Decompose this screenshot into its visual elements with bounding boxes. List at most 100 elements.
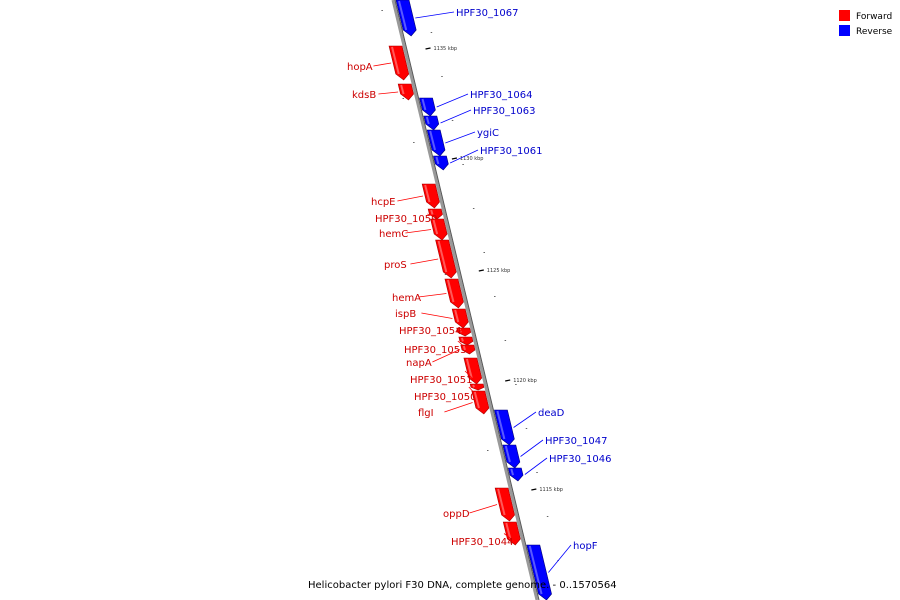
gene-hpf30-1047[interactable]: HPF30_1047 bbox=[502, 436, 608, 469]
gene-label: kdsB bbox=[352, 90, 376, 101]
gene-ispb[interactable]: ispB bbox=[395, 308, 469, 329]
gene-label: HPF30_1063 bbox=[473, 106, 535, 117]
gene-hpf30-1051[interactable]: HPF30_1051 bbox=[410, 357, 483, 386]
gene-hcpe[interactable]: hcpE bbox=[371, 183, 440, 209]
gene-dead[interactable]: deaD bbox=[494, 408, 565, 446]
gene-arrow[interactable] bbox=[494, 487, 515, 522]
genome-backbone bbox=[391, 0, 539, 600]
gene-arrow[interactable] bbox=[469, 383, 485, 391]
minor-tick bbox=[413, 142, 415, 143]
gene-label: ispB bbox=[395, 309, 416, 320]
gene-highlight bbox=[437, 240, 448, 273]
gene-arrow[interactable] bbox=[427, 208, 443, 220]
gene-flgi[interactable]: flgI bbox=[418, 390, 490, 419]
gene-arrow[interactable] bbox=[460, 344, 476, 355]
gene-hpf30-1063[interactable]: HPF30_1063 bbox=[423, 106, 536, 131]
gene-highlight bbox=[435, 156, 440, 165]
tick-label: 1120 kbp bbox=[513, 378, 537, 384]
gene-highlight bbox=[454, 309, 460, 323]
minor-tick bbox=[546, 516, 549, 517]
gene-label: flgI bbox=[418, 408, 434, 419]
gene-arrow[interactable] bbox=[397, 83, 414, 101]
gene-hpf30-1067[interactable]: HPF30_1067 bbox=[395, 0, 518, 37]
gene-leader-line bbox=[469, 504, 498, 514]
gene-label: oppD bbox=[443, 509, 470, 520]
legend-reverse-label: Reverse bbox=[856, 27, 893, 37]
tick-mark bbox=[451, 157, 458, 160]
gene-leader-line bbox=[418, 293, 447, 298]
minor-tick bbox=[483, 252, 485, 253]
genome-backbone-shadow bbox=[394, 0, 540, 600]
gene-highlight bbox=[424, 184, 431, 203]
gene-hpf30-1046[interactable]: HPF30_1046 bbox=[507, 454, 611, 482]
tick-mark bbox=[425, 47, 431, 50]
gene-highlight bbox=[460, 337, 464, 342]
gene-highlight bbox=[398, 0, 408, 31]
gene-hpf30-1044[interactable]: HPF30_1044 bbox=[451, 521, 521, 548]
gene-kdsb[interactable]: kdsB bbox=[352, 83, 414, 101]
gene-arrow[interactable] bbox=[494, 409, 515, 446]
minor-tick bbox=[402, 98, 405, 99]
minor-tick bbox=[451, 120, 454, 121]
gene-arrow[interactable] bbox=[419, 97, 436, 117]
gene-pros[interactable]: proS bbox=[384, 239, 457, 279]
gene-arrow[interactable] bbox=[388, 45, 410, 81]
gene-highlight bbox=[497, 488, 506, 516]
gene-arrow[interactable] bbox=[526, 544, 552, 600]
gene-label: deaD bbox=[538, 408, 565, 419]
gene-hpf30-1054[interactable]: HPF30_1054 bbox=[399, 326, 472, 337]
minor-tick bbox=[441, 76, 443, 77]
gene-highlight bbox=[421, 98, 427, 111]
minor-tick bbox=[381, 10, 383, 11]
gene-leader-line bbox=[432, 349, 461, 363]
gene-highlight bbox=[429, 130, 436, 151]
minor-tick bbox=[515, 384, 517, 385]
tick-label: 1125 kbp bbox=[487, 268, 511, 274]
gene-label: HPF30_1047 bbox=[545, 436, 607, 447]
gene-label: hopF bbox=[573, 541, 598, 552]
gene-ygic[interactable]: ygiC bbox=[426, 128, 499, 157]
gene-highlight bbox=[425, 116, 430, 125]
gene-hpf30-1061[interactable]: HPF30_1061 bbox=[433, 146, 542, 171]
gene-hpf30-1059[interactable]: HPF30_1059 bbox=[375, 208, 443, 225]
minor-tick bbox=[444, 274, 447, 275]
gene-arrow[interactable] bbox=[423, 115, 440, 131]
gene-arrow[interactable] bbox=[430, 218, 448, 241]
gene-leader-line bbox=[405, 229, 432, 234]
gene-arrow[interactable] bbox=[451, 308, 469, 329]
minor-tick bbox=[536, 472, 538, 473]
gene-leader-line bbox=[513, 411, 537, 428]
gene-hpf30-1053[interactable]: HPF30_1053 bbox=[404, 336, 474, 356]
gene-arrow[interactable] bbox=[395, 0, 417, 37]
gene-leader-line bbox=[415, 11, 455, 19]
gene-highlight bbox=[473, 391, 480, 409]
gene-arrow[interactable] bbox=[421, 183, 440, 209]
minor-tick bbox=[462, 164, 464, 165]
gene-hopa[interactable]: hopA bbox=[347, 45, 410, 81]
gene-leader-line bbox=[440, 109, 472, 124]
gene-arrow[interactable] bbox=[463, 357, 483, 385]
gene-leader-line bbox=[436, 93, 469, 108]
gene-arrow[interactable] bbox=[458, 336, 474, 346]
gene-napa[interactable]: napA bbox=[406, 344, 476, 369]
gene-arrow[interactable] bbox=[507, 467, 524, 482]
gene-arrow[interactable] bbox=[435, 239, 457, 279]
gene-arrow[interactable] bbox=[426, 129, 446, 157]
gene-highlight bbox=[432, 219, 439, 235]
gene-hemc[interactable]: hemC bbox=[379, 218, 448, 241]
gene-leader-line bbox=[449, 149, 479, 164]
gene-leader-line bbox=[427, 213, 439, 219]
gene-hpf30-1064[interactable]: HPF30_1064 bbox=[419, 90, 533, 117]
gene-arrow[interactable] bbox=[502, 444, 521, 469]
gene-arrow[interactable] bbox=[444, 278, 464, 309]
gene-label: proS bbox=[384, 260, 407, 271]
gene-leader-line bbox=[520, 439, 544, 457]
gene-arrow[interactable] bbox=[502, 521, 521, 546]
gene-hema[interactable]: hemA bbox=[392, 278, 464, 309]
gene-hopf[interactable]: hopF bbox=[526, 541, 598, 600]
gene-oppd[interactable]: oppD bbox=[443, 487, 515, 522]
gene-arrow[interactable] bbox=[471, 390, 490, 415]
minor-tick bbox=[494, 296, 496, 297]
gene-arrow[interactable] bbox=[433, 155, 449, 171]
gene-leader-line bbox=[373, 62, 392, 67]
